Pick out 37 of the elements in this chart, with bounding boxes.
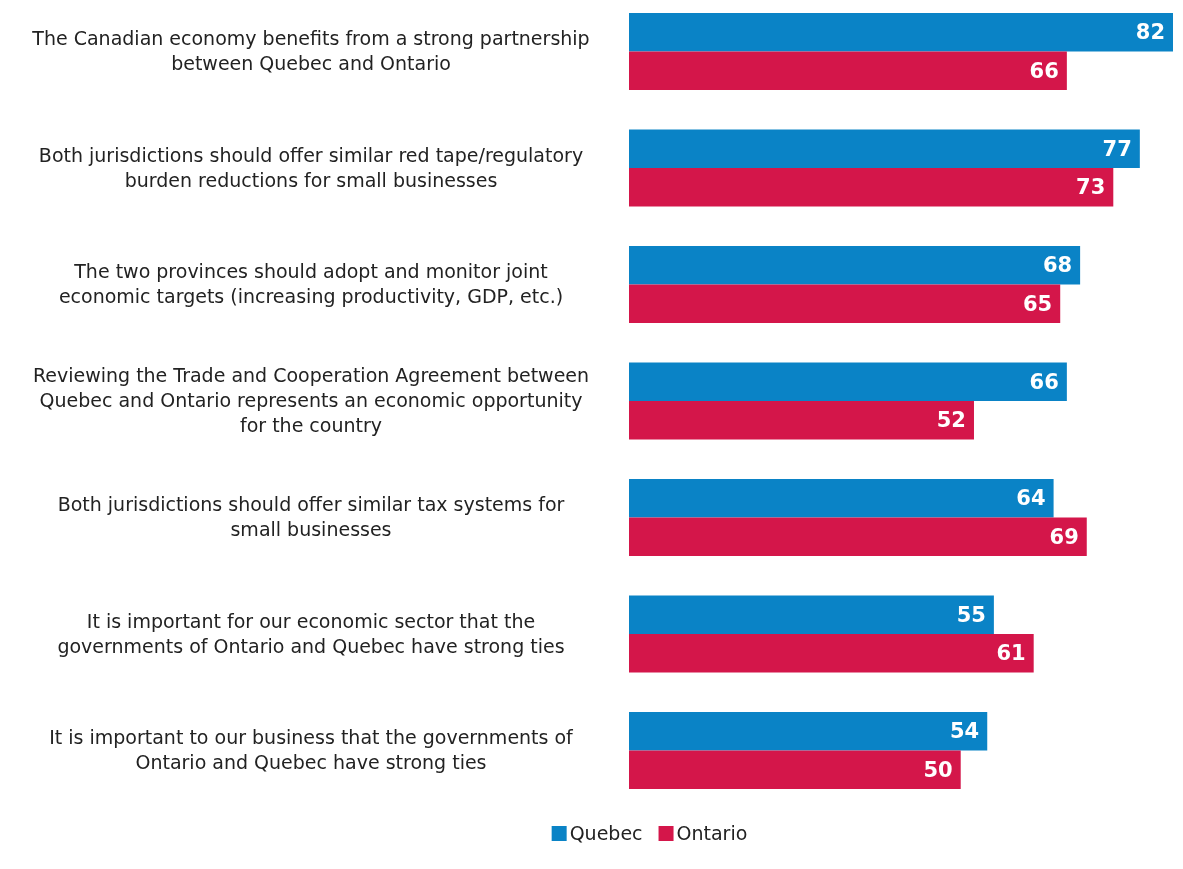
- bar: [629, 479, 1054, 518]
- bar: [629, 284, 1061, 323]
- y-tick-label: Reviewing the Trade and Cooperation Agreement between Quebec and Ontario represents an economic opportunity for the country: [32, 364, 590, 436]
- bar: [629, 13, 1173, 52]
- legend-label: Quebec: [569, 822, 643, 844]
- y-tick-label: It is important to our business that the governments of Ontario and Quebec have strong ties: [49, 726, 575, 773]
- data-label: 66: [1029, 369, 1059, 394]
- legend-label: Ontario: [676, 822, 748, 844]
- bar: [629, 129, 1140, 168]
- data-label: 65: [1022, 291, 1053, 316]
- data-label: 52: [936, 408, 966, 433]
- data-label: 54: [950, 719, 980, 744]
- bar: [629, 168, 1114, 207]
- data-label: 73: [1076, 175, 1106, 200]
- data-label: 77: [1102, 136, 1132, 161]
- bar: [629, 51, 1067, 90]
- bar: [629, 634, 1034, 673]
- y-tick-label: It is important for our economic sector that the governments of Ontario and Quebec have strong ties: [57, 609, 565, 657]
- bar: [629, 362, 1067, 401]
- bar: [629, 517, 1087, 556]
- bar: [629, 246, 1081, 285]
- y-tick-label: Both jurisdictions should offer similar red tape/regulatory burden reductions for small businesses: [38, 143, 584, 191]
- y-tick-label: The Canadian economy benefits from a strong partnership between Quebec and Ontario: [31, 27, 590, 74]
- data-label: 64: [1016, 486, 1046, 511]
- bar: [629, 712, 988, 751]
- data-label: 82: [1135, 20, 1165, 45]
- bar: [629, 750, 961, 789]
- data-label: 50: [923, 757, 953, 782]
- y-tick-label: The two provinces should adopt and monitor joint economic targets (increasing productivity, GDP, etc.): [58, 260, 564, 307]
- data-label: 66: [1029, 58, 1059, 83]
- bar: [629, 401, 974, 440]
- data-label: 55: [956, 602, 986, 627]
- data-label: 68: [1042, 253, 1073, 278]
- y-tick-label: Both jurisdictions should offer similar tax systems for small businesses: [57, 493, 565, 540]
- data-label: 61: [996, 641, 1026, 666]
- data-label: 69: [1049, 524, 1079, 549]
- bar: [629, 595, 994, 634]
